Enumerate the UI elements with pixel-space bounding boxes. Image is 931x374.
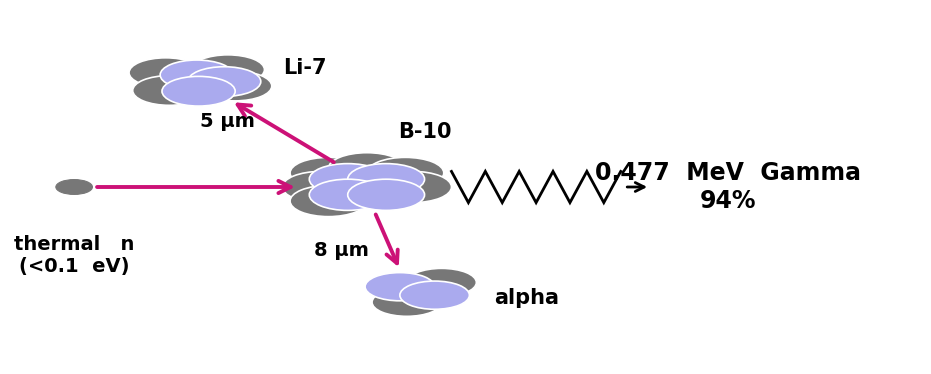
- Text: Li-7: Li-7: [283, 58, 326, 78]
- Text: thermal   n
(<0.1  eV): thermal n (<0.1 eV): [14, 235, 134, 276]
- Circle shape: [290, 186, 367, 217]
- Circle shape: [56, 180, 92, 194]
- Circle shape: [372, 288, 441, 316]
- Circle shape: [160, 60, 234, 90]
- Circle shape: [282, 171, 359, 203]
- Circle shape: [367, 157, 444, 188]
- Text: alpha: alpha: [493, 288, 559, 308]
- Circle shape: [347, 179, 425, 211]
- Text: 0.477  MeV  Gamma
94%: 0.477 MeV Gamma 94%: [595, 161, 861, 213]
- Circle shape: [188, 67, 261, 96]
- Text: 8 μm: 8 μm: [314, 241, 369, 260]
- Circle shape: [191, 55, 264, 85]
- Circle shape: [365, 273, 435, 301]
- Circle shape: [129, 58, 202, 88]
- Circle shape: [133, 76, 206, 105]
- Text: B-10: B-10: [398, 122, 452, 142]
- Circle shape: [399, 281, 469, 309]
- Circle shape: [162, 76, 236, 106]
- Circle shape: [374, 171, 452, 203]
- Circle shape: [309, 179, 386, 211]
- Circle shape: [347, 163, 425, 195]
- Circle shape: [407, 269, 477, 297]
- Text: 5 μm: 5 μm: [200, 113, 255, 132]
- Circle shape: [309, 163, 386, 195]
- Circle shape: [290, 157, 367, 188]
- Circle shape: [329, 153, 405, 184]
- Circle shape: [198, 71, 272, 101]
